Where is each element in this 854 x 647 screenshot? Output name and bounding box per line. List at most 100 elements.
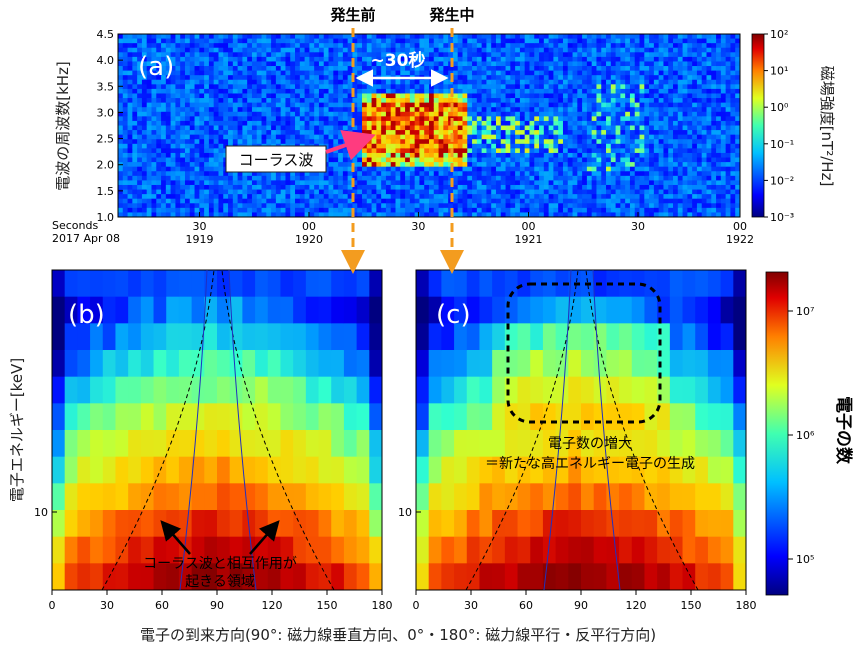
spectrogram-cell	[338, 198, 344, 204]
spectrogram-cell	[419, 61, 425, 67]
spectrogram-cell	[208, 102, 215, 108]
spectrogram-cell	[390, 116, 396, 122]
spectrogram-cell	[323, 116, 330, 122]
spectrogram-cell	[629, 102, 636, 108]
spectrogram-cell	[414, 194, 420, 200]
spectrogram-cell	[519, 203, 526, 209]
spectrogram-cell	[299, 75, 306, 81]
spectrogram-cell	[634, 148, 641, 154]
spectrogram-cell	[275, 107, 282, 113]
spectrogram-cell	[591, 56, 597, 62]
spectrogram-cell	[146, 98, 152, 104]
spectrogram-cell	[586, 157, 593, 163]
spectrogram-cell	[218, 102, 224, 108]
spectrogram-cell	[711, 194, 717, 200]
spectrogram-cell	[271, 88, 277, 94]
spectrogram-cell	[256, 102, 263, 108]
spectrogram-cell	[395, 52, 401, 58]
spectrogram-cell	[156, 70, 162, 76]
spectrogram-cell	[562, 194, 569, 200]
spectrogram-cell	[141, 175, 148, 181]
spectrogram-cell	[481, 107, 487, 113]
spectrogram-cell	[510, 79, 516, 85]
spectrogram-cell	[127, 79, 133, 85]
spectrogram-cell	[266, 175, 272, 181]
spectrogram-cell	[338, 162, 344, 168]
spectrogram-cell	[673, 152, 679, 159]
spectrogram-cell	[505, 52, 511, 58]
spectrogram-cell	[476, 130, 483, 136]
spectrogram-cell	[156, 111, 162, 117]
spectrogram-cell	[161, 116, 167, 122]
spectrogram-cell	[251, 175, 258, 181]
spectrogram-cell	[237, 93, 243, 99]
spectrogram-cell	[558, 66, 564, 72]
spectrogram-cell	[682, 43, 688, 49]
spectrogram-cell	[639, 75, 645, 81]
spectrogram-cell	[625, 212, 631, 218]
spectrogram-cell	[204, 56, 210, 62]
spectrogram-cell	[658, 184, 664, 191]
spectrogram-cell	[658, 207, 664, 213]
spectrogram-cell	[175, 88, 181, 94]
spectrogram-cell	[429, 130, 435, 136]
spectrogram-cell	[280, 207, 286, 213]
spectrogram-cell	[414, 43, 420, 49]
spectrogram-cell	[347, 175, 353, 181]
spectrogram-cell	[194, 157, 200, 163]
spectrogram-cell	[524, 143, 530, 149]
spectrogram-cell	[606, 130, 612, 136]
spectrogram-cell	[582, 75, 588, 81]
spectrogram-cell	[634, 143, 641, 149]
spectrogram-cell	[510, 130, 516, 136]
spectrogram-cell	[505, 198, 511, 204]
spectrogram-cell	[347, 125, 353, 131]
spectrogram-cell	[658, 93, 664, 99]
spectrogram-cell	[414, 203, 420, 209]
spectrogram-cell	[357, 203, 363, 209]
spectrogram-cell	[486, 75, 492, 81]
spectrogram-cell	[223, 66, 229, 72]
spectrogram-cell	[639, 56, 645, 62]
spectrogram-cell	[175, 43, 181, 49]
spectrogram-cell	[118, 61, 124, 67]
spectrogram-cell	[357, 162, 363, 168]
spectrogram-cell	[649, 34, 655, 40]
spectrogram-cell	[189, 70, 196, 76]
spectrogram-cell	[539, 212, 545, 218]
spectrogram-cell	[606, 148, 612, 154]
spectrogram-cell	[151, 79, 157, 85]
spectrogram-cell	[357, 175, 363, 181]
spectrogram-cell	[424, 166, 430, 172]
spectrogram-cell	[615, 134, 621, 140]
spectrogram-cell	[366, 61, 373, 67]
spectrogram-cell	[218, 180, 224, 186]
spectrogram-cell	[591, 152, 597, 159]
spectrogram-cell	[448, 79, 454, 85]
spectrogram-cell	[170, 93, 176, 99]
spectrogram-cell	[232, 175, 239, 181]
spectrogram-cell	[491, 61, 497, 67]
spectrogram-cell	[342, 79, 349, 85]
spectrogram-cell	[553, 120, 559, 126]
spectrogram-cell	[682, 84, 688, 90]
spectrogram-cell	[338, 79, 344, 85]
spectrogram-cell	[476, 148, 483, 154]
spectrogram-cell	[228, 52, 234, 58]
spectrogram-cell	[366, 175, 373, 181]
spectrogram-cell	[433, 130, 440, 136]
spectrogram-cell	[132, 203, 138, 209]
spectrogram-cell	[682, 79, 688, 85]
spectrogram-cell	[615, 148, 621, 154]
spectrogram-cell	[586, 38, 593, 44]
spectrogram-cell	[591, 194, 597, 200]
spectrogram-cell	[357, 171, 363, 177]
spectrogram-cell	[658, 75, 664, 81]
spectrogram-cell	[625, 98, 631, 104]
spectrogram-cell	[342, 212, 349, 218]
spectrogram-cell	[711, 198, 717, 204]
spectrogram-cell	[271, 43, 277, 49]
spectrogram-cell	[558, 166, 564, 172]
spectrogram-cell	[673, 52, 679, 58]
spectrogram-cell	[381, 52, 387, 58]
